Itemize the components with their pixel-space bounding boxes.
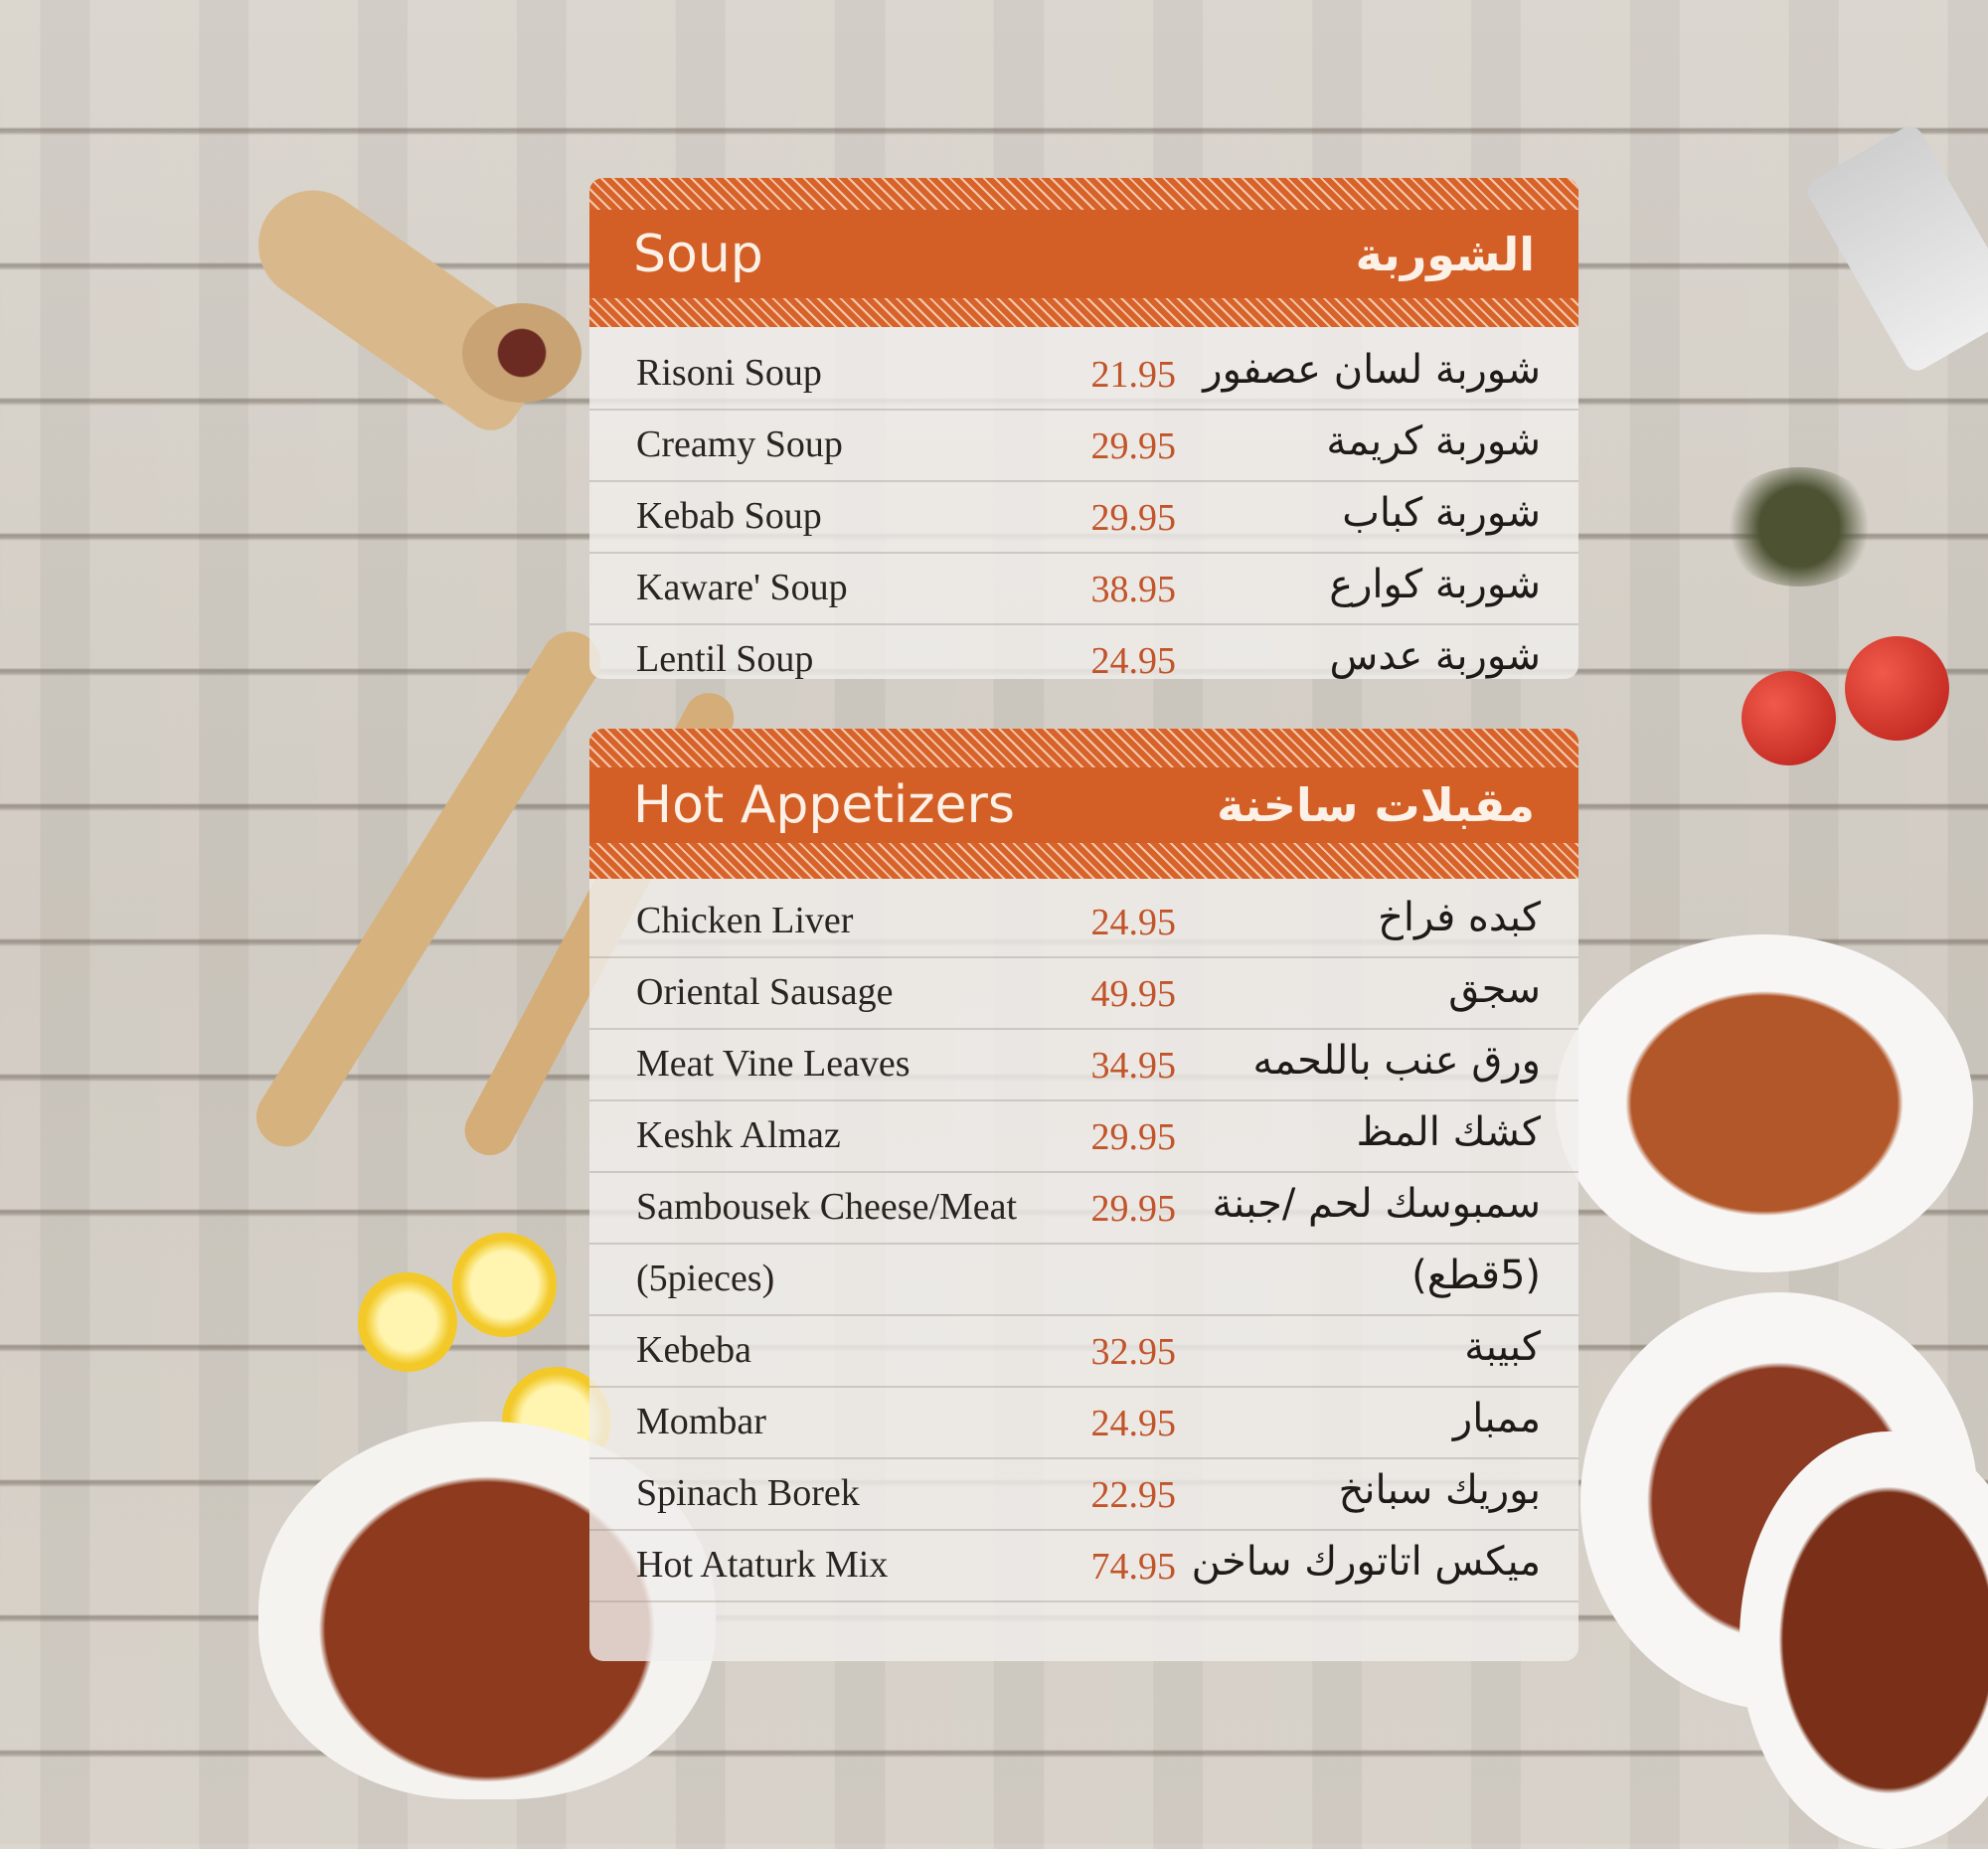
item-name-en: Kebab Soup bbox=[636, 495, 822, 537]
item-name-en: Mombar bbox=[636, 1401, 766, 1442]
item-name-ar: كشك المظ bbox=[1356, 1109, 1541, 1155]
lemon-image bbox=[358, 1272, 457, 1372]
item-name-ar: كبيبة bbox=[1464, 1324, 1541, 1370]
menu-item: Meat Vine Leaves 34.95 ورق عنب باللحمه bbox=[589, 1030, 1578, 1101]
section-header: Soup الشوربة bbox=[589, 210, 1578, 298]
item-price: 29.95 bbox=[1090, 497, 1177, 539]
item-price: 74.95 bbox=[1090, 1546, 1177, 1588]
section-header: Hot Appetizers مقبلات ساخنة bbox=[589, 767, 1578, 843]
item-price: 22.95 bbox=[1090, 1474, 1177, 1516]
menu-item: Mombar 24.95 ممبار bbox=[589, 1388, 1578, 1459]
lemon-image bbox=[452, 1233, 557, 1337]
item-name-ar: كبده فراخ bbox=[1378, 895, 1541, 940]
item-price: 24.95 bbox=[1090, 640, 1177, 679]
tomato-image bbox=[1845, 636, 1949, 741]
item-name-ar: ميكس اتاتورك ساخن bbox=[1191, 1539, 1541, 1585]
item-name-ar: شوربة عدس bbox=[1329, 633, 1541, 679]
menu-item: Oriental Sausage 49.95 سجق bbox=[589, 958, 1578, 1030]
menu-item: Chicken Liver 24.95 كبده فراخ bbox=[589, 887, 1578, 958]
header-pattern bbox=[589, 178, 1578, 210]
item-name-en: Spinach Borek bbox=[636, 1472, 860, 1514]
item-name-en: Lentil Soup bbox=[636, 638, 814, 679]
header-pattern bbox=[589, 843, 1578, 879]
item-name-en: Oriental Sausage bbox=[636, 971, 894, 1013]
header-pattern bbox=[589, 298, 1578, 327]
salt-shaker-image bbox=[1802, 121, 1988, 376]
menu-item: Creamy Soup 29.95 شوربة كريمة bbox=[589, 411, 1578, 482]
menu-item: Kebab Soup 29.95 شوربة كباب bbox=[589, 482, 1578, 554]
hot-appetizers-section: Hot Appetizers مقبلات ساخنة Chicken Live… bbox=[589, 729, 1578, 1661]
item-name-ar: ممبار bbox=[1452, 1396, 1541, 1441]
item-name-en: Kebeba bbox=[636, 1329, 752, 1371]
tomato-image bbox=[1741, 671, 1836, 765]
item-price: 21.95 bbox=[1090, 354, 1177, 396]
item-name-ar: بوريك سبانخ bbox=[1338, 1467, 1541, 1513]
item-price: 29.95 bbox=[1090, 1188, 1177, 1230]
item-name-ar: سجق bbox=[1448, 966, 1541, 1012]
item-name-ar: شوربة كوارع bbox=[1329, 562, 1541, 607]
menu-item: Hot Ataturk Mix 74.95 ميكس اتاتورك ساخن bbox=[589, 1531, 1578, 1602]
item-name-en: Risoni Soup bbox=[636, 352, 822, 394]
item-name-ar: سمبوسك لحم /جبنة bbox=[1212, 1181, 1541, 1227]
section-title-en: Soup bbox=[633, 224, 763, 284]
herbs-image bbox=[1720, 467, 1879, 587]
item-price: 29.95 bbox=[1090, 1116, 1177, 1158]
item-name-en: Hot Ataturk Mix bbox=[636, 1544, 889, 1586]
menu-item: Sambousek Cheese/Meat 29.95 سمبوسك لحم /جب… bbox=[589, 1173, 1578, 1245]
item-price: 38.95 bbox=[1090, 569, 1177, 610]
item-price: 34.95 bbox=[1090, 1045, 1177, 1087]
peppercorns-image bbox=[462, 303, 581, 403]
item-price: 29.95 bbox=[1090, 425, 1177, 467]
section-title-en: Hot Appetizers bbox=[633, 775, 1016, 835]
menu-item: Risoni Soup 21.95 شوربة لسان عصفور bbox=[589, 339, 1578, 411]
item-price: 24.95 bbox=[1090, 1403, 1177, 1444]
section-title-ar: الشوربة bbox=[1355, 227, 1535, 281]
item-name-en: Creamy Soup bbox=[636, 423, 843, 465]
item-name-en: Meat Vine Leaves bbox=[636, 1043, 911, 1085]
item-price: 32.95 bbox=[1090, 1331, 1177, 1373]
section-title-ar: مقبلات ساخنة bbox=[1217, 778, 1535, 832]
item-name-ar: شوربة كريمة bbox=[1326, 419, 1541, 464]
menu-item: Kebeba 32.95 كبيبة bbox=[589, 1316, 1578, 1388]
kibbeh-dish-image bbox=[1556, 934, 1973, 1272]
menu-item: Lentil Soup 24.95 شوربة عدس bbox=[589, 625, 1578, 679]
wooden-spatula-image bbox=[245, 620, 612, 1158]
stew-dish-image bbox=[1740, 1431, 1988, 1849]
item-price: 24.95 bbox=[1090, 902, 1177, 943]
item-name-en: Keshk Almaz bbox=[636, 1114, 841, 1156]
header-pattern bbox=[589, 729, 1578, 767]
item-price: 49.95 bbox=[1090, 973, 1177, 1015]
item-name-ar: ورق عنب باللحمه bbox=[1252, 1038, 1541, 1084]
menu-item: Spinach Borek 22.95 بوريك سبانخ bbox=[589, 1459, 1578, 1531]
item-name-en: (5pieces) bbox=[636, 1258, 775, 1299]
soup-section: Soup الشوربة Risoni Soup 21.95 شوربة لسان … bbox=[589, 178, 1578, 679]
menu-item: (5pieces) (5قطع) bbox=[589, 1245, 1578, 1316]
item-name-ar: شوربة لسان عصفور bbox=[1203, 347, 1541, 393]
menu-item: Keshk Almaz 29.95 كشك المظ bbox=[589, 1101, 1578, 1173]
item-name-ar: (5قطع) bbox=[1411, 1253, 1541, 1298]
item-name-en: Chicken Liver bbox=[636, 900, 854, 941]
item-name-en: Kaware' Soup bbox=[636, 567, 848, 608]
menu-item: Kaware' Soup 38.95 شوربة كوارع bbox=[589, 554, 1578, 625]
item-name-ar: شوربة كباب bbox=[1342, 490, 1541, 536]
item-name-en: Sambousek Cheese/Meat bbox=[636, 1186, 1018, 1228]
